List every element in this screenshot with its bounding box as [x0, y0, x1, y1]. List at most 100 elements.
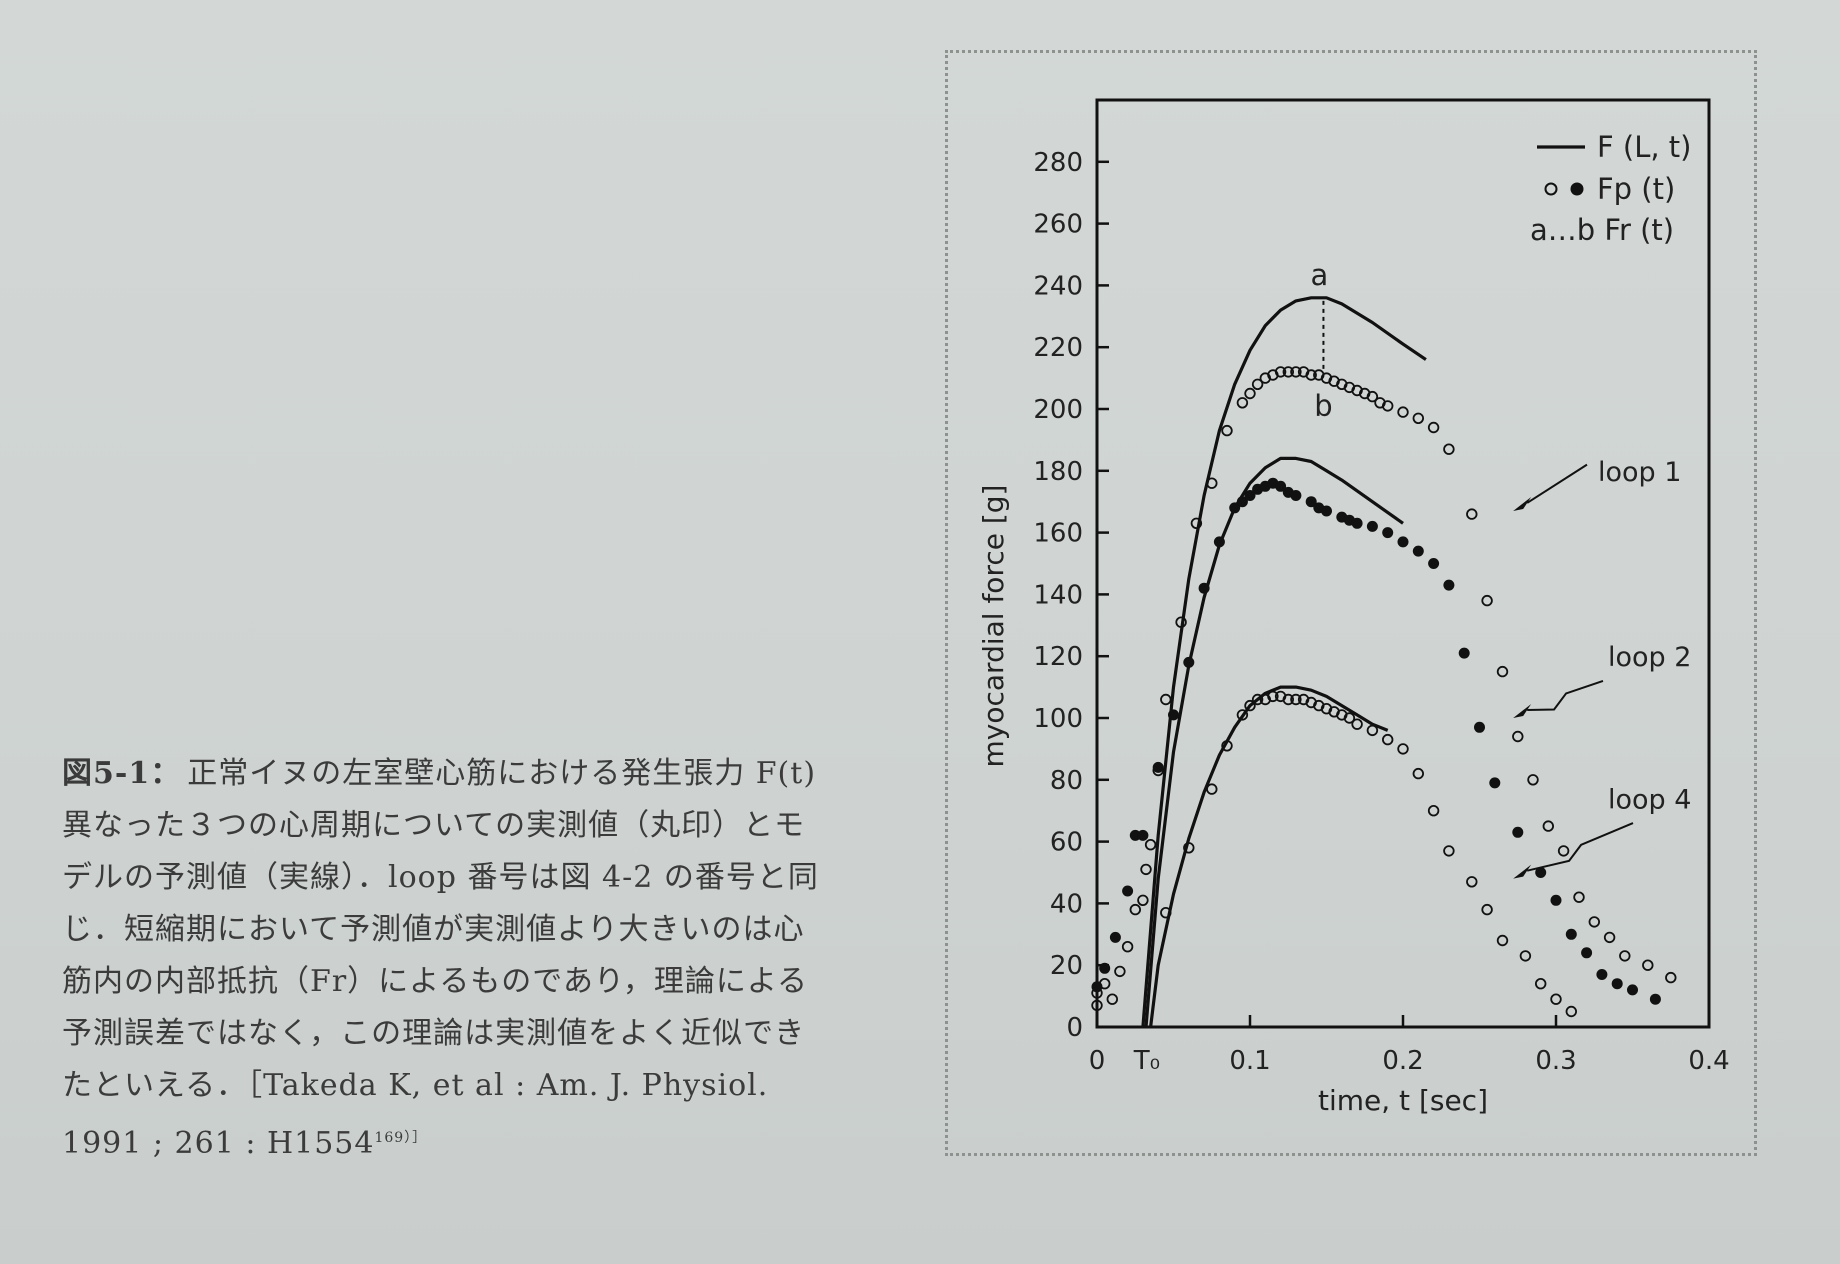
loop-4-arrow-line	[1527, 823, 1633, 871]
caption-line-4: じ．短縮期において予測値が実測値より大きいのは心	[62, 904, 882, 956]
x-tick-label: 0.1	[1229, 1046, 1270, 1076]
filled-data-point	[1459, 648, 1470, 659]
caption-line-6: 予測誤差ではなく，この理論は実測値をよく近似でき	[62, 1008, 882, 1060]
open-data-point	[1414, 414, 1424, 424]
x-tick-label: 0.4	[1688, 1046, 1729, 1076]
caption-line-1: 図5-1： 正常イヌの左室壁心筋における発生張力 F(t)	[62, 748, 882, 800]
filled-data-point	[1443, 580, 1454, 591]
filled-data-point	[1566, 929, 1577, 940]
filled-data-point	[1367, 521, 1378, 532]
open-data-point	[1482, 905, 1492, 915]
open-data-point	[1498, 667, 1508, 677]
open-data-point	[1383, 735, 1393, 745]
caption-line-7: たといえる．［Takeda K, et al : Am. J. Physiol.	[62, 1060, 882, 1112]
y-tick-label: 280	[1033, 148, 1083, 178]
y-tick-label: 80	[1050, 766, 1083, 796]
filled-data-point	[1168, 709, 1179, 720]
legend-open-circle	[1546, 184, 1557, 195]
filled-data-point	[1110, 932, 1121, 943]
x-tick-label-t0: T₀	[1133, 1046, 1160, 1076]
filled-data-point	[1122, 886, 1133, 897]
open-data-point	[1414, 769, 1424, 779]
filled-data-point	[1183, 657, 1194, 668]
caption-line-5: 筋内の内部抵抗（Fr）によるものであり，理論による	[62, 956, 882, 1008]
filled-data-point	[1290, 490, 1301, 501]
y-tick-label: 200	[1033, 395, 1083, 425]
caption-reference-number: 169）］	[374, 1130, 427, 1146]
open-data-point	[1444, 846, 1454, 856]
filled-data-point	[1382, 527, 1393, 538]
filled-data-point	[1512, 827, 1523, 838]
open-data-point	[1643, 960, 1653, 970]
loop-4-arrow-arrowhead	[1513, 865, 1531, 879]
filled-data-point	[1092, 981, 1103, 992]
y-tick-label: 260	[1033, 210, 1083, 240]
y-tick-label: 240	[1033, 271, 1083, 301]
legend: F (L, t) Fp (t) a…b Fr (t)	[1530, 130, 1692, 247]
filled-data-point	[1581, 947, 1592, 958]
caption-line-8: 1991 ; 261 : H1554169）］	[62, 1112, 882, 1170]
legend-entry-measured: Fp (t)	[1597, 172, 1675, 206]
filled-data-point	[1137, 830, 1148, 841]
y-tick-label: 60	[1050, 828, 1083, 858]
open-data-point	[1666, 973, 1676, 983]
filled-data-point	[1474, 722, 1485, 733]
open-data-point	[1429, 806, 1439, 816]
loop-4-label: loop 4	[1608, 784, 1691, 815]
open-data-point	[1536, 979, 1546, 989]
open-data-point	[1482, 596, 1492, 606]
loop-2-arrow-arrowhead	[1513, 704, 1531, 718]
axis-ticks: 0 20 40 60 80 100 120 140 160 180 200 220 240 260 280 0…	[1033, 148, 1729, 1076]
open-data-point	[1605, 933, 1615, 943]
loop-2-arrow-line	[1527, 681, 1603, 710]
x-tick-label: 0.2	[1382, 1046, 1423, 1076]
y-tick-label: 160	[1033, 519, 1083, 549]
open-data-point	[1115, 967, 1125, 977]
annotations: a b loop 1 loop 2 loop 4	[1311, 258, 1692, 879]
open-data-point	[1352, 719, 1362, 729]
open-data-point	[1551, 994, 1561, 1004]
filled-data-point	[1612, 978, 1623, 989]
open-data-point	[1513, 732, 1523, 742]
y-tick-label: 40	[1050, 889, 1083, 919]
filled-data-point	[1596, 969, 1607, 980]
open-data-point	[1528, 775, 1538, 785]
loop-1-label: loop 1	[1598, 457, 1681, 488]
y-tick-label: 220	[1033, 333, 1083, 363]
legend-entry-internal-resistance: a…b Fr (t)	[1530, 213, 1674, 247]
open-data-point	[1207, 784, 1217, 794]
caption-line-3: デルの予測値（実線）．loop 番号は図 4-2 の番号と同	[62, 852, 882, 904]
legend-entry-model: F (L, t)	[1597, 130, 1692, 164]
filled-data-point	[1153, 762, 1164, 773]
filled-data-point	[1627, 984, 1638, 995]
filled-data-point	[1214, 536, 1225, 547]
x-tick-label: 0.3	[1535, 1046, 1576, 1076]
caption-figure-label: 図5-1：	[62, 756, 181, 791]
y-tick-label: 100	[1033, 704, 1083, 734]
open-data-point	[1108, 994, 1118, 1004]
open-data-point	[1498, 936, 1508, 946]
open-data-point	[1574, 892, 1584, 902]
filled-data-point	[1413, 546, 1424, 557]
y-tick-label: 140	[1033, 580, 1083, 610]
loop-1-arrow-arrowhead	[1513, 497, 1531, 511]
open-data-point	[1521, 951, 1531, 961]
x-tick-label: 0	[1089, 1046, 1106, 1076]
y-axis-title: myocardial force [g]	[977, 485, 1010, 768]
open-data-point	[1245, 389, 1255, 399]
caption-line-2: 異なった３つの心周期についての実測値（丸印）とモ	[62, 800, 882, 852]
open-data-point	[1123, 942, 1133, 952]
model-curve-loop-2	[1146, 458, 1403, 1027]
y-tick-label: 20	[1050, 951, 1083, 981]
open-data-point	[1429, 423, 1439, 433]
x-axis-title: time, t [sec]	[1318, 1084, 1488, 1117]
loop-2-label: loop 2	[1608, 642, 1691, 673]
y-tick-label: 0	[1066, 1013, 1083, 1043]
filled-data-point	[1489, 777, 1500, 788]
open-data-point	[1146, 840, 1156, 850]
open-data-point	[1567, 1007, 1577, 1017]
open-data-point	[1222, 426, 1232, 436]
open-data-point	[1398, 407, 1408, 417]
filled-data-point	[1650, 994, 1661, 1005]
